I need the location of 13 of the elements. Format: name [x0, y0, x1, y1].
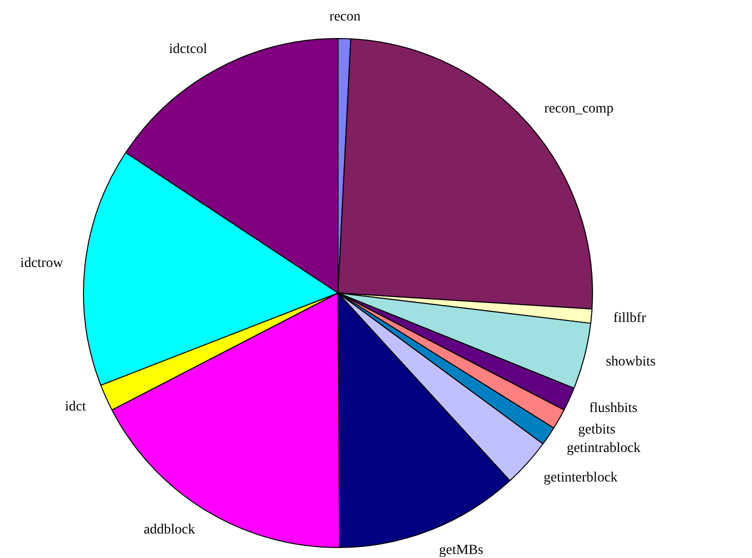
slice-label: fillbfr [613, 310, 646, 326]
slice-label: flushbits [589, 401, 638, 416]
slice-label: getinterblock [544, 470, 618, 486]
slice-label: addblock [144, 522, 196, 538]
slice-label: showbits [606, 354, 656, 370]
slice-label: recon [329, 9, 360, 24]
slice-label: idctcol [168, 42, 208, 58]
slice-label: getintrablock [566, 441, 641, 456]
slice-label: getMBs [438, 543, 484, 558]
slice-label: idctrow [20, 256, 64, 272]
slice-label: idct [65, 399, 86, 414]
slice-label: recon_comp [544, 102, 614, 117]
slice-label: getbits [578, 422, 616, 438]
